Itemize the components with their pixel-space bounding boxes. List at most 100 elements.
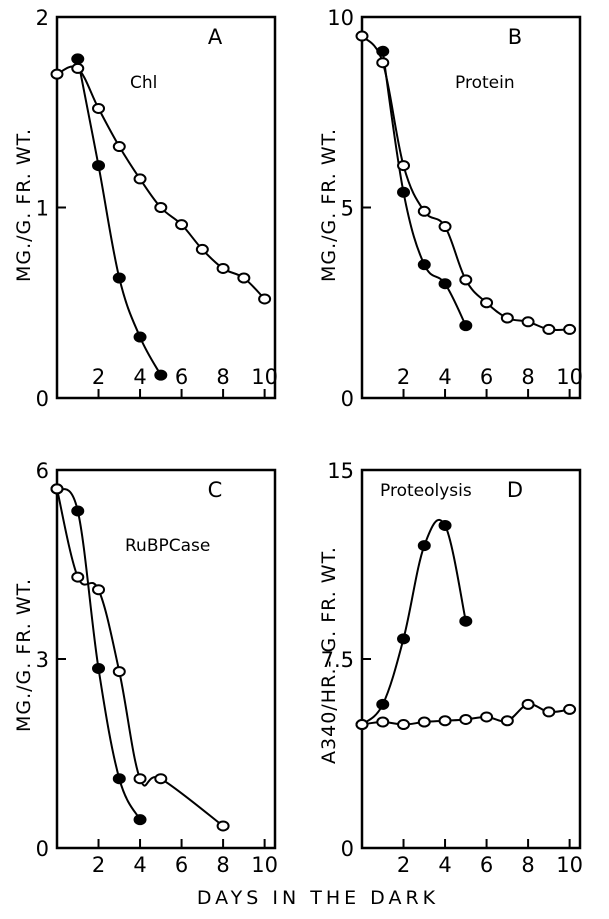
x-axis-label: DAYS IN THE DARK xyxy=(197,887,439,909)
panel-a: 2 4 6 8 10 0 1 2 A Chl MG./G. FR. WT. xyxy=(13,6,278,411)
y-axis-label: MG./G. FR. WT. xyxy=(13,578,35,732)
data-point-filled xyxy=(417,259,431,271)
data-point-open xyxy=(175,219,189,231)
data-point-open xyxy=(133,773,147,785)
x-tick-label: 10 xyxy=(251,853,278,877)
data-point-open xyxy=(459,713,473,725)
y-tick-label: 1 xyxy=(36,197,49,221)
panel-title: Protein xyxy=(455,73,515,93)
data-point-open xyxy=(563,323,577,335)
data-point-open xyxy=(71,62,85,74)
y-tick-label: 2 xyxy=(36,6,49,30)
data-point-filled xyxy=(71,505,85,517)
x-tick-label: 6 xyxy=(480,853,493,877)
data-point-open xyxy=(417,716,431,728)
data-point-filled xyxy=(133,331,147,343)
data-point-filled xyxy=(438,519,452,531)
data-point-open xyxy=(112,141,126,153)
panel-letter: C xyxy=(208,478,223,502)
data-point-open xyxy=(397,719,411,731)
x-tick-label: 4 xyxy=(133,853,146,877)
data-point-open xyxy=(216,262,230,274)
y-tick-label: 5 xyxy=(341,197,354,221)
panel-c: 2 4 6 8 10 0 3 6 C RuBPCase MG./G. FR. WT. xyxy=(13,459,278,877)
x-tick-label: 8 xyxy=(521,853,534,877)
panel-frame xyxy=(55,468,277,850)
data-point-filled xyxy=(71,53,85,65)
panel-letter: D xyxy=(507,478,523,502)
y-tick-label: 10 xyxy=(327,6,354,30)
y-tick-label: 15 xyxy=(327,459,354,483)
data-point-open xyxy=(50,483,64,495)
data-point-open xyxy=(542,706,556,718)
data-point-open xyxy=(459,274,473,286)
data-point-open xyxy=(216,820,230,832)
data-point-open xyxy=(355,719,369,731)
x-tick-label: 6 xyxy=(480,365,493,389)
panel-title: RuBPCase xyxy=(125,536,210,556)
y-tick-label: 0 xyxy=(341,837,354,861)
data-point-open xyxy=(50,68,64,80)
data-point-filled xyxy=(112,773,126,785)
data-point-open xyxy=(480,297,494,309)
panel-letter: B xyxy=(508,25,522,49)
x-tick-label: 6 xyxy=(175,365,188,389)
panel-b: 2 4 6 8 10 0 5 10 B Protein MG./G. FR. WT. xyxy=(318,6,583,411)
data-point-filled xyxy=(459,320,473,332)
y-tick-label: 3 xyxy=(36,648,49,672)
data-point-open xyxy=(71,571,85,583)
data-point-open xyxy=(500,312,514,324)
panel-d: 2 4 6 8 10 0 7.5 15 D Proteolysis A340/HR.- G. FR.… xyxy=(318,459,583,877)
x-tick-label: 4 xyxy=(438,365,451,389)
data-point-filled xyxy=(397,186,411,198)
series-line-filled xyxy=(361,518,467,726)
series-line-filled xyxy=(76,58,162,376)
data-point-open xyxy=(112,666,126,678)
y-tick-label: 0 xyxy=(36,387,49,411)
data-point-open xyxy=(521,316,535,328)
y-tick-label: 7.5 xyxy=(321,648,354,672)
x-tick-label: 6 xyxy=(175,853,188,877)
x-tick-label: 4 xyxy=(438,853,451,877)
data-point-open xyxy=(438,715,452,727)
data-point-filled xyxy=(92,662,106,674)
data-point-open xyxy=(154,773,168,785)
series-line-filled xyxy=(381,51,467,327)
data-point-filled xyxy=(376,698,390,710)
data-point-open xyxy=(563,703,577,715)
y-axis-label: A340/HR.- G. FR. WT. xyxy=(318,546,340,764)
x-tick-label: 8 xyxy=(216,365,229,389)
panel-letter: A xyxy=(208,25,223,49)
data-point-open xyxy=(500,715,514,727)
data-point-open xyxy=(438,221,452,233)
data-point-filled xyxy=(438,278,452,290)
data-point-filled xyxy=(92,160,106,172)
data-point-open xyxy=(237,272,251,284)
y-tick-label: 6 xyxy=(36,459,49,483)
data-point-open xyxy=(376,57,390,69)
data-point-open xyxy=(355,30,369,42)
data-point-open xyxy=(521,698,535,710)
data-point-open xyxy=(92,102,106,114)
data-point-filled xyxy=(417,540,431,552)
x-tick-label: 2 xyxy=(397,365,410,389)
x-tick-label: 8 xyxy=(521,365,534,389)
data-point-filled xyxy=(154,369,168,381)
panel-frame xyxy=(360,468,582,850)
x-tick-label: 10 xyxy=(251,365,278,389)
data-point-open xyxy=(258,293,272,305)
x-tick-label: 8 xyxy=(216,853,229,877)
x-tick-label: 4 xyxy=(133,365,146,389)
x-tick-label: 10 xyxy=(556,365,583,389)
data-point-open xyxy=(133,173,147,185)
data-point-open xyxy=(397,160,411,172)
data-point-open xyxy=(154,202,168,213)
data-point-filled xyxy=(459,615,473,627)
x-tick-label: 2 xyxy=(92,365,105,389)
series-line-open xyxy=(56,65,266,300)
y-axis-label: MG./G. FR. WT. xyxy=(13,128,35,282)
data-point-open xyxy=(480,711,494,723)
data-point-open xyxy=(376,716,390,728)
panel-title: Chl xyxy=(130,73,157,93)
